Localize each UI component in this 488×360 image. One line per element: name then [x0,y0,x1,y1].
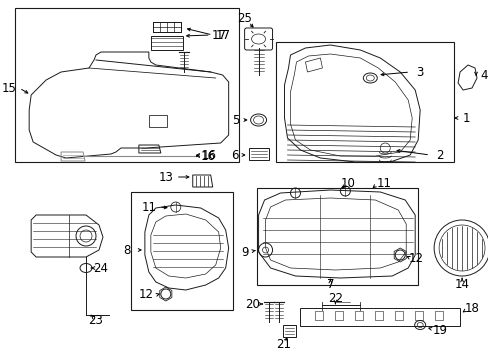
Text: 15: 15 [2,81,17,95]
Text: 2: 2 [435,149,443,162]
Text: 8: 8 [123,243,130,257]
Text: 22: 22 [327,292,342,305]
Text: 21: 21 [275,338,290,351]
Text: 24: 24 [93,261,108,274]
Text: 3: 3 [416,66,423,78]
Text: 11: 11 [141,201,156,213]
Text: 19: 19 [432,324,447,337]
Text: 1: 1 [461,112,469,125]
Text: 12: 12 [408,252,423,265]
Text: 5: 5 [231,113,239,126]
Text: 18: 18 [464,302,479,315]
Text: 20: 20 [244,298,260,311]
Text: 23: 23 [88,314,103,327]
Text: 25: 25 [237,12,251,24]
Text: 14: 14 [454,279,468,292]
Text: 4: 4 [479,68,487,81]
Text: 16: 16 [201,149,216,162]
Text: 9: 9 [241,246,248,258]
Text: 10: 10 [340,176,355,189]
Text: 6: 6 [230,149,238,162]
Text: 7: 7 [326,279,333,292]
Text: 12: 12 [138,288,153,302]
Text: 17: 17 [215,28,230,41]
Text: 11: 11 [376,176,391,189]
Text: 13: 13 [158,171,173,184]
Text: 17: 17 [211,28,226,41]
Text: 16: 16 [200,149,215,162]
